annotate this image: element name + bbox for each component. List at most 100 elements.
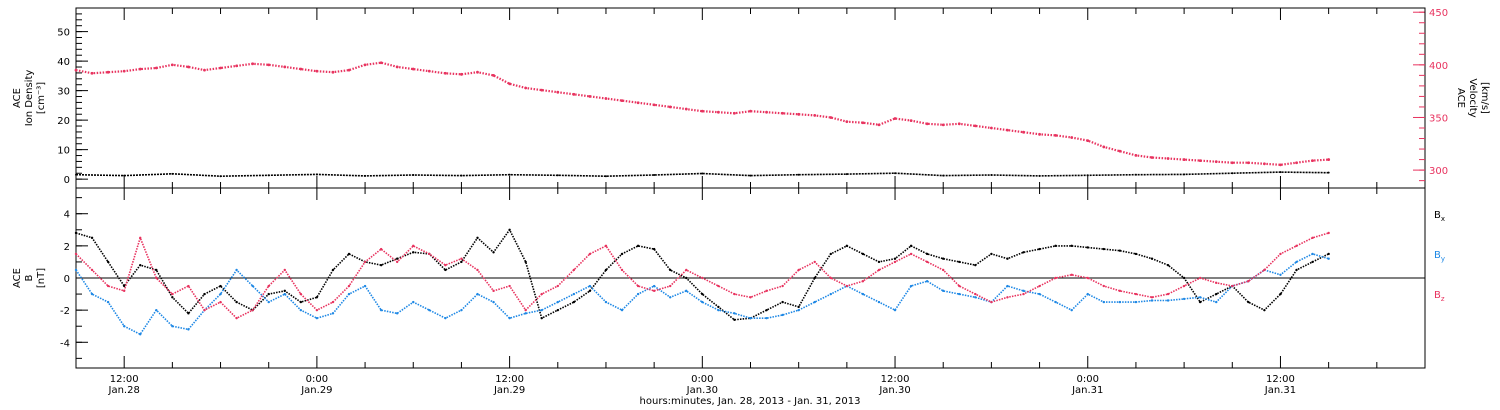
imf-bz-point [90, 268, 94, 272]
velocity-point [122, 69, 126, 73]
density-tick-label: 10 [57, 146, 70, 157]
imf-by-point [187, 328, 190, 331]
imf-by-point [620, 308, 624, 312]
velocity-point [989, 126, 993, 130]
velocity-axis-label-line-2: Velocity [1467, 78, 1478, 117]
time-tick-label: 12:00 [110, 374, 139, 385]
imf-bz-point [829, 276, 832, 280]
imf-bz-point [765, 289, 768, 293]
imf-bx-point [1006, 257, 1009, 260]
imf-bx-point [829, 252, 832, 256]
density-point [894, 172, 897, 175]
imf-by-point [958, 292, 961, 296]
imf-bx-point [219, 284, 222, 288]
imf-bx-point [942, 257, 945, 260]
imf-bz-point [251, 308, 254, 312]
imf-bz-point [122, 289, 126, 293]
imf-bx-point [909, 244, 913, 248]
date-tick-label: Jan.30 [686, 385, 718, 396]
time-axis: 12:00Jan.280:00Jan.2912:00Jan.290:00Jan.… [75, 8, 1426, 396]
velocity-point [187, 65, 190, 69]
velocity-point [299, 67, 303, 71]
velocity-point [733, 111, 736, 115]
imf-bz-point [283, 268, 286, 272]
date-tick-label: Jan.31 [1264, 385, 1296, 396]
imf-bx-point [187, 312, 190, 315]
imf-by-point [395, 312, 399, 315]
imf-bx-point [1102, 247, 1106, 251]
velocity-point [1022, 130, 1025, 134]
imf-by-point [893, 308, 897, 312]
imf-bz-point [1198, 276, 1202, 280]
imf-bx-point [813, 276, 816, 280]
imf-bx-point [1279, 292, 1282, 296]
velocity-point [363, 63, 367, 67]
imf-by-point [1102, 300, 1106, 304]
imf-bx-point [861, 252, 865, 256]
imf-by-point [122, 325, 126, 328]
imf-by-point [669, 296, 672, 299]
velocity-point [427, 69, 431, 73]
density-point [749, 174, 752, 177]
imf-by-point [1006, 284, 1009, 288]
velocity-point [700, 109, 704, 113]
imf-by-point [139, 333, 142, 336]
density-series-line [75, 171, 1329, 177]
density-point [701, 172, 704, 175]
imf-by-point [765, 316, 768, 320]
imf-bz-point [893, 260, 897, 264]
imf-by-point [1150, 299, 1154, 302]
velocity-axis-ticks: 300 350 400 450 [1413, 8, 1448, 182]
imf-bx-point [1263, 308, 1266, 312]
density-point [75, 173, 77, 176]
imf-bz-point [155, 276, 158, 280]
imf-bx-point [1022, 251, 1025, 254]
imf-bx-point [1198, 300, 1202, 304]
imf-bx-point [1038, 247, 1041, 251]
imf-bz-point [588, 252, 592, 256]
velocity-point [1006, 128, 1009, 132]
imf-bx-point [765, 308, 768, 312]
velocity-point [379, 61, 383, 65]
imf-by-point [171, 325, 174, 328]
velocity-point [668, 105, 672, 109]
imf-by-point [90, 292, 94, 296]
imf-bz-point [74, 252, 78, 256]
density-point [942, 174, 945, 177]
imf-bz-point [187, 284, 190, 288]
velocity-point [909, 119, 913, 123]
imf-bx-point [685, 276, 688, 280]
imf-by-point [219, 292, 222, 296]
imf-axis-label-line-1: ACE [12, 268, 23, 288]
imf-by-point [861, 292, 865, 296]
velocity-point [1279, 163, 1282, 167]
imf-by-point [299, 308, 303, 312]
imf-by-point [460, 308, 463, 312]
plasma-panel: 0 10 20 30 40 50 300 350 400 450 ACE Ion Density… [12, 7, 1490, 189]
imf-bz-point [1247, 280, 1250, 283]
imf-bz-point [1327, 231, 1330, 235]
velocity-point [1230, 161, 1234, 165]
imf-bz-point [347, 284, 351, 288]
density-point [604, 175, 607, 178]
imf-bz-point [958, 284, 961, 288]
imf-bz-point [508, 284, 511, 288]
imf-by-point [974, 296, 977, 299]
velocity-point [154, 66, 158, 70]
velocity-axis-label-line-3: [km/s] [1479, 82, 1490, 114]
imf-by-point [1166, 299, 1170, 302]
velocity-point [1118, 149, 1122, 153]
imf-bz-point [717, 284, 720, 288]
density-tick-label: 0 [64, 175, 70, 186]
imf-by-point [508, 316, 511, 320]
velocity-point [1263, 162, 1266, 166]
density-point [556, 174, 559, 177]
velocity-point [813, 113, 817, 117]
imf-bx-point [524, 260, 527, 264]
imf-by-point [283, 292, 286, 296]
density-axis-label-line-3: [cm⁻³] [36, 82, 47, 114]
imf-bz-point [604, 244, 608, 248]
density-point [1279, 171, 1282, 174]
velocity-point [1134, 153, 1138, 157]
imf-bx-point [1070, 244, 1073, 248]
